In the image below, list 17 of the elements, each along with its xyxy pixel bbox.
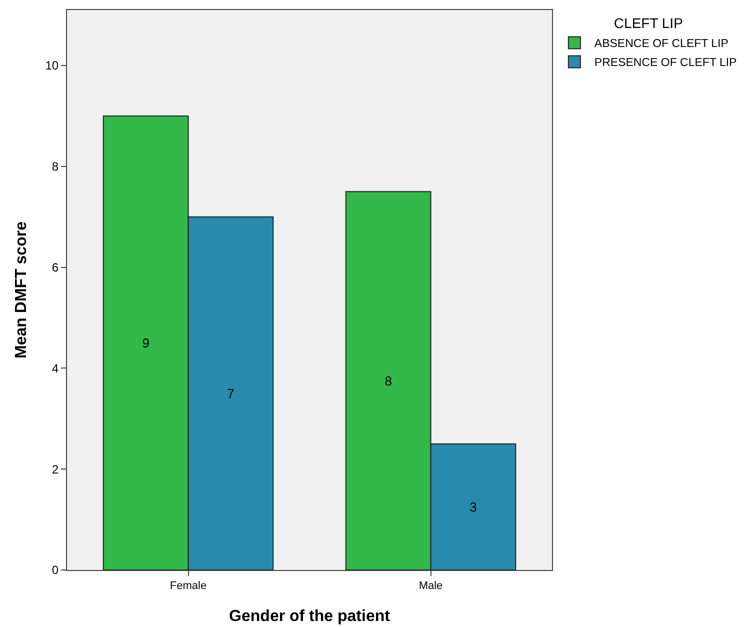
y-tick-label: 4	[52, 361, 59, 376]
x-tick-label: Female	[170, 580, 207, 592]
x-axis-title: Gender of the patient	[229, 608, 391, 625]
y-tick-label: 8	[52, 160, 59, 174]
x-tick-label: Male	[418, 580, 443, 592]
y-tick-label: 10	[45, 58, 59, 73]
y-tick-label: 2	[52, 462, 59, 476]
y-tick-label: 6	[52, 260, 59, 274]
legend-label: ABSENCE OF CLEFT LIP	[594, 38, 729, 50]
data-label: 7	[227, 386, 234, 401]
legend-label: PRESENCE OF CLEFT LIP	[594, 57, 738, 70]
data-label: 9	[142, 335, 150, 350]
y-tick-label: 0	[52, 563, 59, 578]
data-label: 8	[384, 373, 392, 388]
legend-title: CLEFT LIP	[614, 15, 683, 32]
y-axis-title: Mean DMFT score	[13, 221, 30, 358]
data-label: 3	[470, 499, 477, 514]
